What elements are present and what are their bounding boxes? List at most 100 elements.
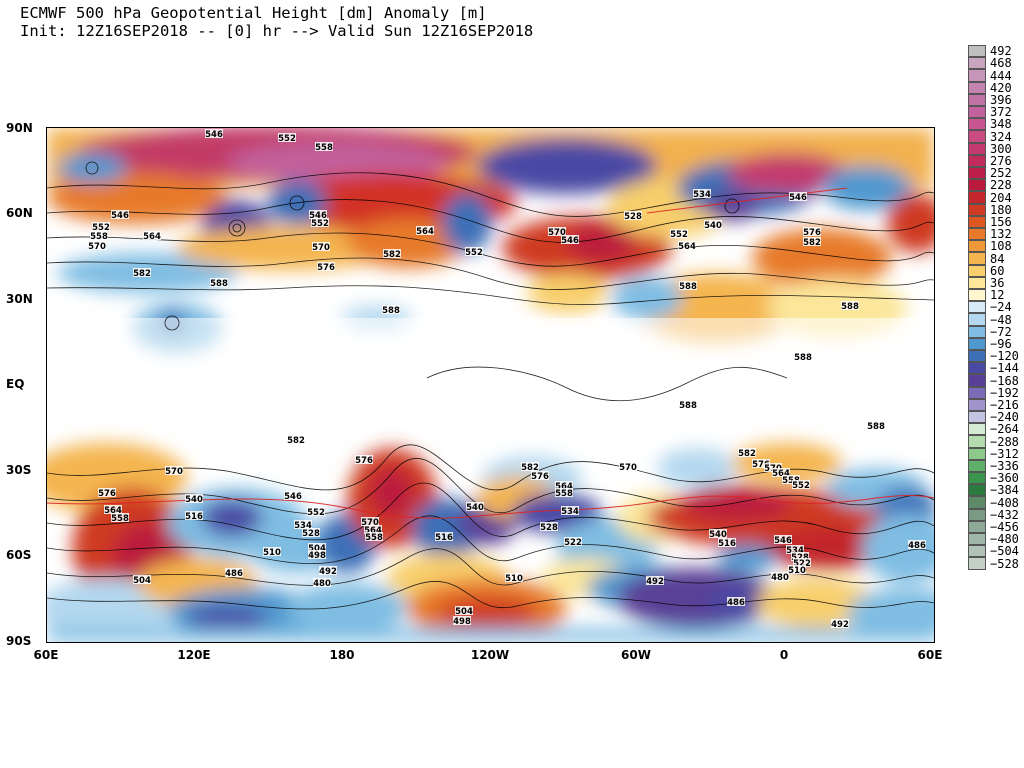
colorbar-label: 156 xyxy=(990,214,1012,229)
colorbar-swatch xyxy=(968,545,986,558)
colorbar-swatch xyxy=(968,496,986,509)
colorbar-swatch xyxy=(968,472,986,485)
lon-label-60w: 60W xyxy=(621,648,651,662)
colorbar-swatch xyxy=(968,435,986,448)
colorbar-swatch xyxy=(968,374,986,387)
colorbar-label: −72 xyxy=(990,324,1012,339)
colorbar-swatch xyxy=(968,398,986,411)
colorbar-label: −240 xyxy=(990,410,1019,425)
colorbar-swatch xyxy=(968,520,986,533)
lon-label-120e: 120E xyxy=(177,648,211,662)
colorbar-label: −456 xyxy=(990,519,1019,534)
colorbar-label: −360 xyxy=(990,471,1019,486)
chart-title-line2: Init: 12Z16SEP2018 -- [0] hr --> Valid S… xyxy=(20,22,534,40)
colorbar-swatch xyxy=(968,276,986,289)
colorbar-label: −168 xyxy=(990,373,1019,388)
colorbar-label: 324 xyxy=(990,129,1012,144)
colorbar-swatch xyxy=(968,386,986,399)
colorbar-label: 12 xyxy=(990,288,1005,303)
colorbar-swatch xyxy=(968,57,986,70)
colorbar-label: 468 xyxy=(990,56,1012,71)
lon-label-120w: 120W xyxy=(470,648,510,662)
colorbar-swatch xyxy=(968,325,986,338)
colorbar-swatch xyxy=(968,484,986,497)
colorbar-swatch xyxy=(968,93,986,106)
colorbar-swatch xyxy=(968,264,986,277)
colorbar-swatch xyxy=(968,533,986,546)
colorbar-swatch xyxy=(968,557,986,570)
colorbar-label: −144 xyxy=(990,361,1019,376)
colorbar-label: 228 xyxy=(990,178,1012,193)
colorbar-swatch xyxy=(968,362,986,375)
colorbar-label: 132 xyxy=(990,227,1012,242)
colorbar-swatch xyxy=(968,313,986,326)
lon-label-60e-right: 60E xyxy=(917,648,943,662)
colorbar-label: −48 xyxy=(990,312,1012,327)
colorbar-swatch xyxy=(968,337,986,350)
lon-label-180: 180 xyxy=(329,648,355,662)
colorbar-label: 348 xyxy=(990,117,1012,132)
colorbar-swatch xyxy=(968,301,986,314)
colorbar-label: −96 xyxy=(990,336,1012,351)
colorbar-label: −408 xyxy=(990,495,1019,510)
colorbar-swatch xyxy=(968,130,986,143)
colorbar-swatch xyxy=(968,191,986,204)
colorbar-label: 108 xyxy=(990,239,1012,254)
lon-label-60e-left: 60E xyxy=(33,648,59,662)
colorbar-swatch xyxy=(968,289,986,302)
colorbar-swatch xyxy=(968,142,986,155)
colorbar-label: −120 xyxy=(990,349,1019,364)
colorbar-label: 300 xyxy=(990,141,1012,156)
colorbar-label: 36 xyxy=(990,275,1005,290)
colorbar-label: −216 xyxy=(990,397,1019,412)
colorbar-swatch xyxy=(968,106,986,119)
lat-label-90s: 90S xyxy=(6,634,32,648)
lat-label-30s: 30S xyxy=(6,463,32,477)
colorbar-label: −432 xyxy=(990,507,1019,522)
colorbar-swatch xyxy=(968,447,986,460)
colorbar-label: 396 xyxy=(990,92,1012,107)
colorbar-swatch xyxy=(968,411,986,424)
colorbar-swatch xyxy=(968,423,986,436)
lat-label-90n: 90N xyxy=(6,121,33,135)
colorbar-label: −480 xyxy=(990,532,1019,547)
colorbar-label: −24 xyxy=(990,300,1012,315)
colorbar-swatch xyxy=(968,215,986,228)
colorbar-swatch xyxy=(968,459,986,472)
colorbar-swatch xyxy=(968,45,986,58)
colorbar-label: 420 xyxy=(990,80,1012,95)
colorbar-swatch xyxy=(968,167,986,180)
colorbar-swatch xyxy=(968,228,986,241)
colorbar-label: 84 xyxy=(990,251,1005,266)
colorbar-label: 252 xyxy=(990,166,1012,181)
colorbar-swatch xyxy=(968,252,986,265)
lat-label-30n: 30N xyxy=(6,292,33,306)
colorbar-label: 372 xyxy=(990,105,1012,120)
colorbar-label: 60 xyxy=(990,263,1005,278)
lat-label-eq: EQ xyxy=(6,377,25,391)
colorbar-label: −312 xyxy=(990,446,1019,461)
colorbar-label: −192 xyxy=(990,385,1019,400)
colorbar-label: −264 xyxy=(990,422,1019,437)
lat-label-60s: 60S xyxy=(6,548,32,562)
colorbar-label: 180 xyxy=(990,202,1012,217)
lon-label-0: 0 xyxy=(779,648,789,662)
chart-title-line1: ECMWF 500 hPa Geopotential Height [dm] A… xyxy=(20,4,487,22)
colorbar-swatch xyxy=(968,154,986,167)
colorbar-label: 444 xyxy=(990,68,1012,83)
colorbar-label: −288 xyxy=(990,434,1019,449)
lat-label-60n: 60N xyxy=(6,206,33,220)
colorbar-swatch xyxy=(968,240,986,253)
colorbar-swatch xyxy=(968,118,986,131)
colorbar-label: −504 xyxy=(990,544,1019,559)
colorbar-swatch xyxy=(968,69,986,82)
colorbar-swatch xyxy=(968,508,986,521)
colorbar-swatch xyxy=(968,203,986,216)
colorbar-label: −384 xyxy=(990,483,1019,498)
colorbar-label: 204 xyxy=(990,190,1012,205)
colorbar-label: 276 xyxy=(990,153,1012,168)
colorbar-label: −528 xyxy=(990,556,1019,571)
colorbar-swatch xyxy=(968,179,986,192)
colorbar-swatch xyxy=(968,350,986,363)
colorbar-swatch xyxy=(968,81,986,94)
